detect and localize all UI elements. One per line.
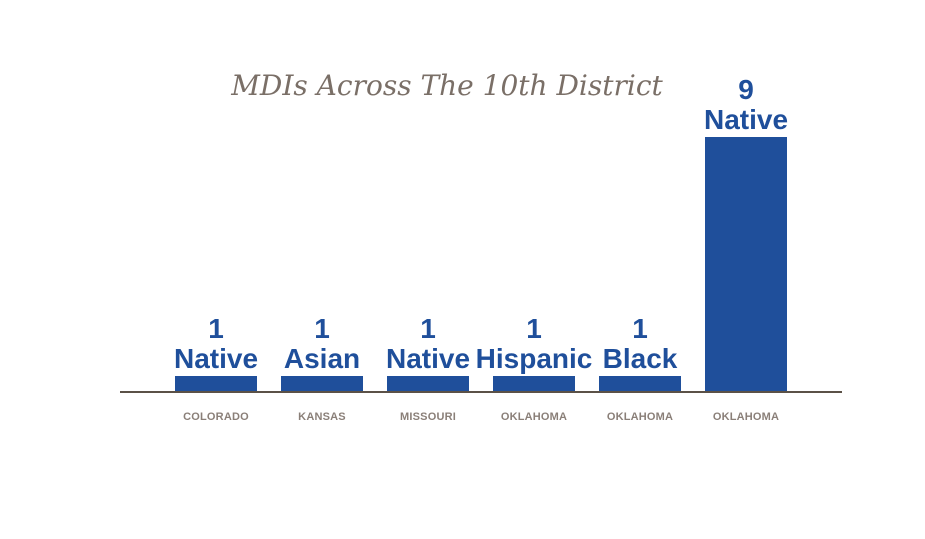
- bar-group-label: Black: [603, 343, 678, 374]
- bar-value-label: 1: [526, 313, 542, 344]
- bar-group-label: Native: [386, 343, 470, 374]
- bar-group-label: Hispanic: [476, 343, 593, 374]
- category-label: KANSAS: [298, 411, 346, 423]
- bar-group-label: Native: [174, 343, 258, 374]
- bar-2: [281, 376, 363, 391]
- bar-value-label: 1: [632, 313, 648, 344]
- category-label: OKLAHOMA: [713, 411, 779, 423]
- category-label: COLORADO: [183, 411, 249, 423]
- chart-title: MDIs Across The 10th District: [230, 69, 663, 102]
- bar-3: [387, 376, 469, 391]
- bar-value-label: 1: [420, 313, 436, 344]
- bar-4: [493, 376, 575, 391]
- category-label: OKLAHOMA: [607, 411, 673, 423]
- bars-layer: [175, 137, 787, 391]
- bar-value-label: 9: [738, 74, 754, 105]
- bar-value-label: 1: [208, 313, 224, 344]
- bar-value-label: 1: [314, 313, 330, 344]
- bar-6: [705, 137, 787, 391]
- bar-group-label: Native: [704, 104, 788, 135]
- bar-1: [175, 376, 257, 391]
- bar-group-label: Asian: [284, 343, 360, 374]
- labels-layer: 1NativeCOLORADO1AsianKANSAS1NativeMISSOU…: [174, 74, 788, 423]
- category-label: OKLAHOMA: [501, 411, 567, 423]
- bar-5: [599, 376, 681, 391]
- category-label: MISSOURI: [400, 411, 456, 423]
